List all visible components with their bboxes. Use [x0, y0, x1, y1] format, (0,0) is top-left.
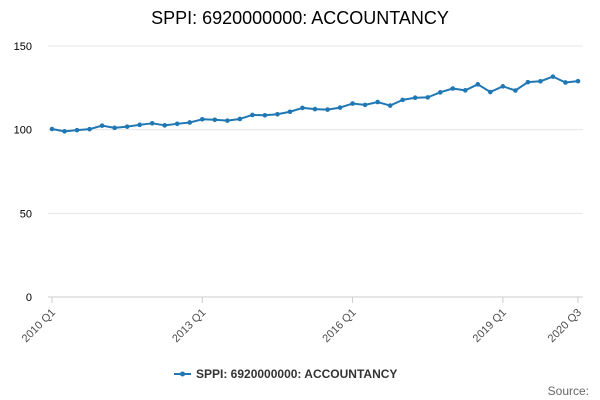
data-point[interactable]: [563, 80, 568, 85]
x-tick-label: 2020 Q3: [546, 307, 584, 345]
data-point[interactable]: [475, 82, 481, 87]
data-point[interactable]: [550, 74, 556, 79]
data-point[interactable]: [575, 78, 581, 84]
data-point[interactable]: [237, 116, 243, 122]
data-point[interactable]: [362, 102, 368, 108]
x-tick-label: 2016 Q1: [320, 307, 358, 345]
data-point[interactable]: [525, 79, 531, 85]
data-point[interactable]: [337, 105, 343, 110]
legend-label: SPPI: 6920000000: ACCOUNTANCY: [196, 367, 397, 381]
y-tick-label: 100: [14, 125, 32, 137]
data-point[interactable]: [225, 118, 230, 123]
data-point[interactable]: [262, 112, 268, 118]
data-point[interactable]: [300, 105, 305, 111]
data-point[interactable]: [124, 124, 130, 129]
chart-title: SPPI: 6920000000: ACCOUNTANCY: [151, 8, 449, 28]
data-point[interactable]: [199, 116, 205, 122]
data-point[interactable]: [513, 88, 518, 93]
x-tick-label: 2010 Q1: [20, 307, 58, 345]
y-tick-label: 150: [14, 41, 32, 53]
data-point[interactable]: [437, 90, 443, 95]
legend[interactable]: SPPI: 6920000000: ACCOUNTANCY: [174, 367, 397, 381]
y-tick-label: 0: [26, 292, 32, 304]
data-point[interactable]: [49, 126, 55, 132]
series-group: [49, 74, 581, 134]
data-point[interactable]: [174, 121, 180, 127]
x-tick-label: 2019 Q1: [471, 307, 509, 345]
source-label: Source:: [548, 384, 589, 398]
x-tick-label: 2013 Q1: [170, 307, 208, 345]
data-point[interactable]: [62, 129, 67, 134]
y-axis: 0 50 100 150: [14, 41, 32, 304]
data-point[interactable]: [149, 121, 155, 126]
data-point[interactable]: [99, 123, 105, 128]
data-point[interactable]: [450, 86, 456, 91]
data-point[interactable]: [500, 84, 506, 89]
data-point[interactable]: [325, 107, 330, 112]
data-point[interactable]: [350, 101, 355, 106]
series-line: [51, 75, 579, 133]
data-point[interactable]: [212, 117, 218, 123]
data-point[interactable]: [488, 89, 493, 95]
legend-marker-icon: [180, 371, 185, 377]
y-tick-label: 50: [20, 208, 32, 220]
data-point[interactable]: [87, 126, 92, 132]
data-point[interactable]: [287, 109, 293, 115]
data-point[interactable]: [400, 97, 405, 103]
data-point[interactable]: [375, 99, 380, 105]
data-point[interactable]: [312, 106, 318, 112]
data-point[interactable]: [74, 127, 80, 133]
data-point[interactable]: [275, 111, 280, 117]
data-point[interactable]: [137, 122, 142, 128]
data-point[interactable]: [425, 95, 431, 100]
data-point[interactable]: [462, 88, 468, 93]
data-point[interactable]: [162, 123, 168, 128]
data-point[interactable]: [412, 95, 418, 101]
data-point[interactable]: [387, 103, 393, 108]
data-point[interactable]: [112, 125, 117, 131]
grid: [48, 45, 583, 214]
x-axis: 2010 Q1 2013 Q1 2016 Q1 2019 Q1 2020 Q3: [20, 297, 584, 345]
data-point[interactable]: [187, 120, 193, 125]
data-point[interactable]: [250, 112, 255, 118]
data-point[interactable]: [538, 79, 543, 84]
